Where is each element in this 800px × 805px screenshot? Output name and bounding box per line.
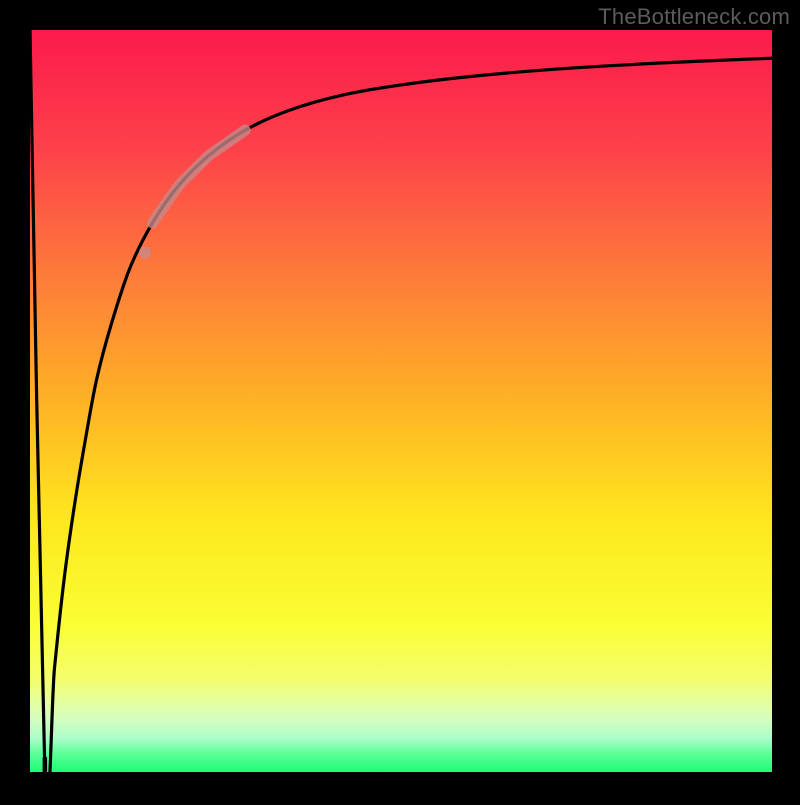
watermark-label: TheBottleneck.com	[598, 4, 790, 30]
gradient-background	[30, 30, 772, 772]
highlight-dot	[139, 247, 151, 259]
chart-svg	[0, 0, 800, 800]
bottom-notch	[43, 757, 47, 774]
chart-container: TheBottleneck.com	[0, 0, 800, 800]
